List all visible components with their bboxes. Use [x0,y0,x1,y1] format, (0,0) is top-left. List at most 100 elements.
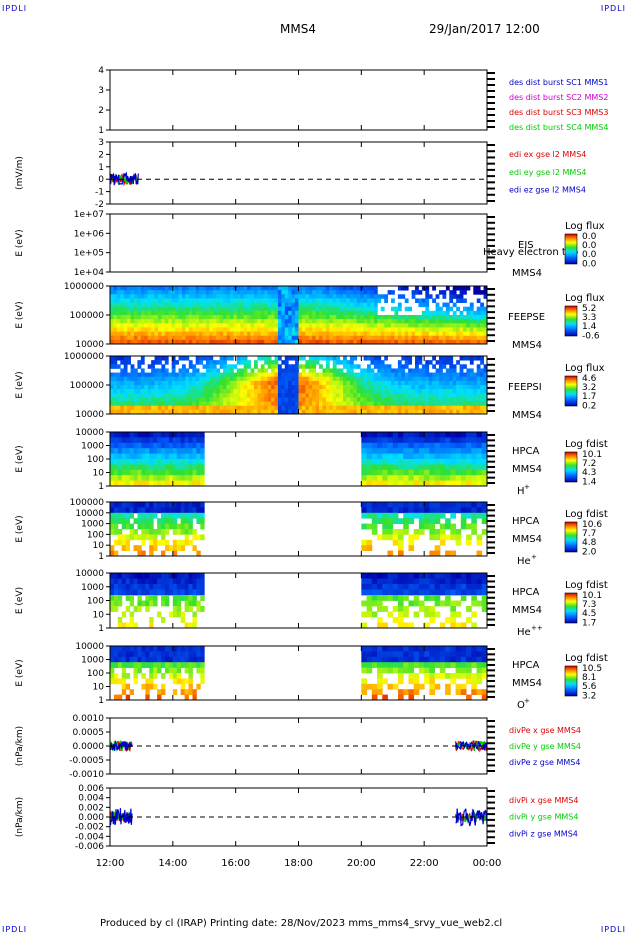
heatmap-cell [130,302,135,308]
heatmap-cell [223,405,227,411]
heatmap-cell [180,539,186,546]
heatmap-cell [329,302,334,308]
heatmap-cell [305,327,310,332]
y-tick-label: 100000 [70,498,105,508]
heatmap-cell [434,673,441,679]
heatmap-cell [184,480,189,487]
heatmap-cell [370,298,375,303]
heatmap-cell [394,323,399,328]
heatmap-cell [110,432,115,438]
heatmap-cell [253,319,258,324]
heatmap-cell [319,335,323,341]
heatmap-cell [459,319,464,324]
heatmap-cell [401,319,406,324]
heatmap-cell [199,401,203,407]
heatmap-cell [209,319,214,324]
heatmap-cell [315,331,320,337]
heatmap-cell [180,611,186,618]
heatmap-cell [397,662,404,668]
heatmap-cell [408,667,415,674]
heatmap-cell [408,469,415,476]
heatmap-cell [212,323,217,328]
heatmap-cell [149,539,154,546]
heatmap-cell [172,606,178,612]
heatmap-cell [175,310,179,316]
heatmap-cell [380,364,385,369]
heatmap-cell [380,376,385,382]
heatmap-cell [209,397,214,402]
heatmap-cell [459,401,464,407]
heatmap-cell [229,323,234,328]
heatmap-cell [202,376,207,382]
heatmap-cell [308,393,313,398]
heatmap-cell [418,298,423,303]
heatmap-cell [455,667,462,674]
heatmap-cell [469,401,474,407]
heatmap-cell [181,409,186,415]
heatmap-cell [408,545,415,551]
heatmap-cell [371,507,378,514]
heatmap-cell [277,364,282,369]
heatmap-cell [219,323,224,328]
heatmap-cell [480,315,484,320]
heatmap-cell [247,389,251,394]
heatmap-cell [236,286,241,291]
series-line [455,740,488,751]
heatmap-cell [178,298,183,303]
heatmap-cell [233,389,238,394]
heatmap-cell [442,331,447,337]
heatmap-cell [151,405,155,411]
heatmap-cell [260,389,265,394]
heatmap-cell [117,529,123,535]
heatmap-cell [408,622,415,629]
heatmap-cell [264,339,269,345]
heatmap-cell [161,453,166,460]
heatmap-cell [439,360,443,365]
heatmap-cell [145,683,150,690]
heatmap-cell [267,298,272,303]
heatmap-cell [144,385,149,390]
heatmap-cell [199,306,203,312]
heatmap-cell [408,448,415,454]
heatmap-cell [339,405,344,411]
heatmap-cell [127,372,131,378]
heatmap-cell [181,385,186,390]
heatmap-cell [377,469,383,476]
heatmap-cell [305,364,310,369]
legend-entry: divPe x gse MMS4 [509,726,581,735]
heatmap-cell [392,589,399,596]
heatmap-cell [469,368,474,373]
heatmap-cell [137,409,142,415]
heatmap-cell [370,335,375,341]
heatmap-cell [149,595,154,601]
heatmap-cell [363,380,368,386]
heatmap-cell [377,372,382,378]
heatmap-cell [267,405,272,411]
heatmap-cell [180,507,186,514]
heatmap-cell [382,651,388,658]
heatmap-cell [267,306,272,312]
heatmap-cell [361,689,367,695]
heatmap-cell [157,432,162,438]
heatmap-cell [415,323,419,328]
heatmap-cell [371,442,378,449]
heatmap-cell [226,286,231,291]
heatmap-cell [264,380,269,386]
y-tick-label: 1e+06 [74,229,105,239]
heatmap-cell [137,667,142,674]
heatmap-cell [151,368,155,373]
heatmap-cell [281,376,286,382]
heatmap-cell [129,502,134,508]
heatmap-cell [315,327,320,332]
heatmap-cell [325,306,330,312]
heatmap-cell [172,518,178,524]
heatmap-cell [382,573,388,579]
heatmap-cell [312,360,317,365]
heatmap-cell [133,331,138,337]
heatmap-cell [137,573,142,579]
heatmap-cell [377,397,382,402]
heatmap-cell [288,405,293,411]
heatmap-cell [195,389,200,394]
heatmap-cell [403,475,409,481]
heatmap-cell [373,294,378,299]
